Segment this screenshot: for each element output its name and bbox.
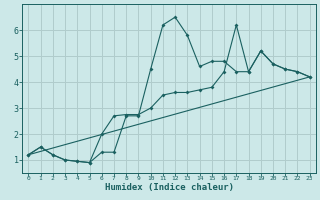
X-axis label: Humidex (Indice chaleur): Humidex (Indice chaleur) xyxy=(105,183,234,192)
